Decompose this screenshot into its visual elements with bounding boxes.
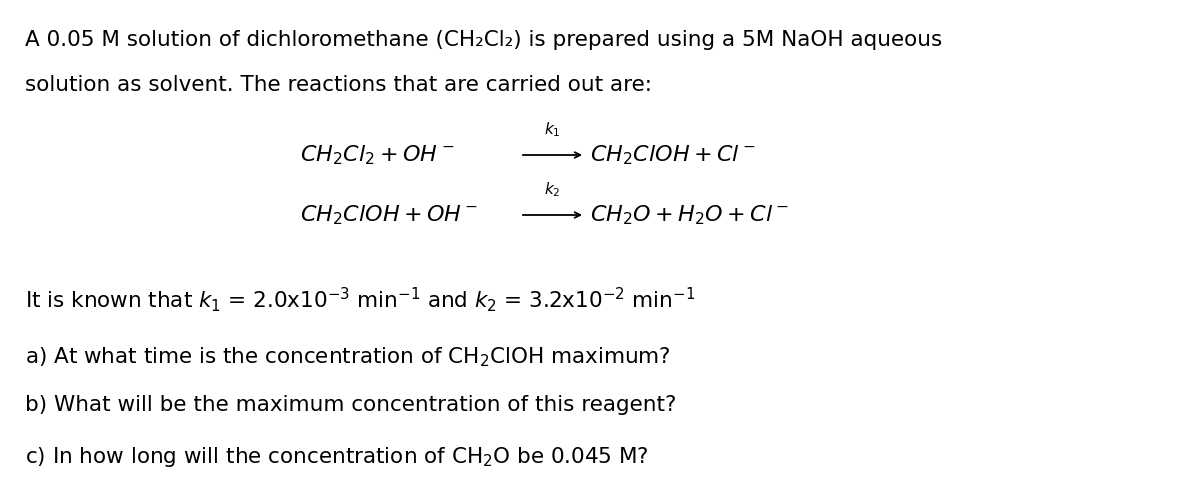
Text: b) What will be the maximum concentration of this reagent?: b) What will be the maximum concentratio… [25, 395, 676, 415]
Text: It is known that $k_1$ = 2.0x10$^{-3}$ min$^{-1}$ and $k_2$ = 3.2x10$^{-2}$ min$: It is known that $k_1$ = 2.0x10$^{-3}$ m… [25, 285, 695, 314]
Text: $k_1$: $k_1$ [544, 120, 561, 139]
Text: $CH_2Cl_2 + OH^-$: $CH_2Cl_2 + OH^-$ [301, 143, 455, 167]
Text: $CH_2ClOH + Cl^-$: $CH_2ClOH + Cl^-$ [590, 143, 756, 167]
Text: c) In how long will the concentration of CH$_2$O be 0.045 M?: c) In how long will the concentration of… [25, 445, 649, 469]
Text: solution as solvent. The reactions that are carried out are:: solution as solvent. The reactions that … [25, 75, 652, 95]
Text: A 0.05 M solution of dichloromethane (CH₂Cl₂) is prepared using a 5M NaOH aqueou: A 0.05 M solution of dichloromethane (CH… [25, 30, 942, 50]
Text: $k_2$: $k_2$ [544, 180, 561, 199]
Text: $CH_2O + H_2O + Cl^-$: $CH_2O + H_2O + Cl^-$ [590, 203, 789, 227]
Text: $CH_2ClOH + OH^-$: $CH_2ClOH + OH^-$ [301, 203, 479, 227]
Text: a) At what time is the concentration of CH$_2$ClOH maximum?: a) At what time is the concentration of … [25, 345, 670, 369]
